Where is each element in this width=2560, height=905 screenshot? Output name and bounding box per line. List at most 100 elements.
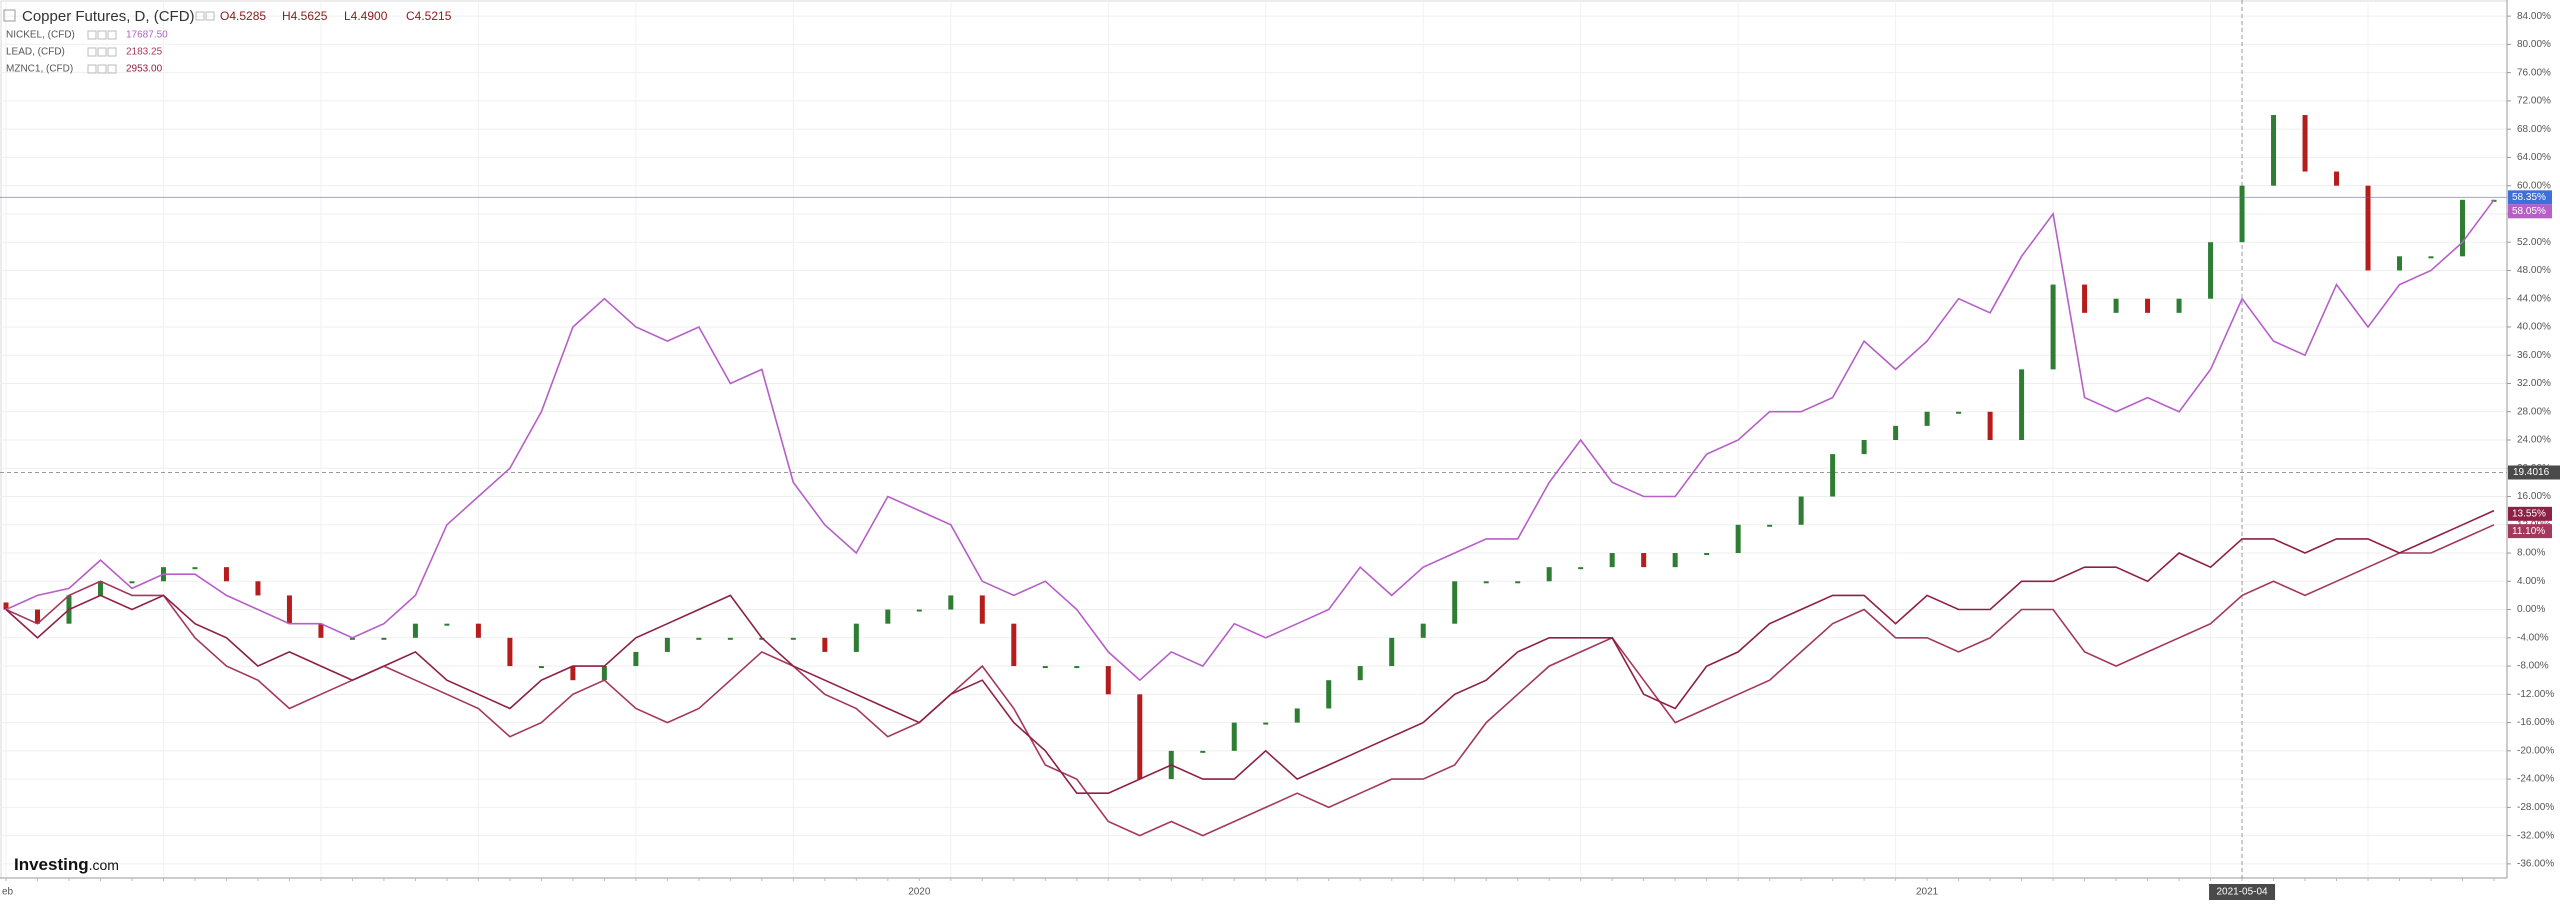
candle xyxy=(2019,369,2025,440)
candle xyxy=(2271,115,2277,186)
y-tick-label: 80.00% xyxy=(2517,39,2551,50)
candle xyxy=(1987,411,1993,440)
candle xyxy=(727,637,733,640)
y-tick-label: 48.00% xyxy=(2517,265,2551,276)
series-line xyxy=(5,199,2495,682)
candle xyxy=(1137,694,1143,780)
candle xyxy=(286,595,292,624)
legend-icon[interactable] xyxy=(97,64,107,74)
candle xyxy=(1641,553,1647,568)
candle xyxy=(2239,185,2245,243)
legend-icon[interactable] xyxy=(107,47,117,57)
grid xyxy=(1,1,2507,878)
y-tick-label: 36.00% xyxy=(2517,350,2551,361)
y-tick-label: 24.00% xyxy=(2517,435,2551,446)
candle xyxy=(192,567,198,570)
y-tick-label: 52.00% xyxy=(2517,237,2551,248)
last-value-bg xyxy=(2508,506,2552,521)
candle xyxy=(2145,298,2151,313)
y-tick-label: -4.00% xyxy=(2517,632,2549,643)
candle xyxy=(664,637,670,652)
last-value-label: 58.35% xyxy=(2512,192,2546,203)
candle xyxy=(1798,496,1804,525)
last-value-label: 13.55% xyxy=(2512,508,2546,519)
candle xyxy=(1011,623,1017,667)
candle xyxy=(1515,581,1521,584)
y-tick-label: 44.00% xyxy=(2517,293,2551,304)
candle xyxy=(696,637,702,640)
ohlc-value: H4.5625 xyxy=(282,9,328,23)
legend-icon[interactable] xyxy=(87,64,97,74)
candle xyxy=(633,651,639,667)
x-tick-label: eb xyxy=(2,887,14,898)
candle xyxy=(1042,666,1048,669)
candle xyxy=(2050,284,2056,370)
logo-suffix: .com xyxy=(89,857,119,873)
candle xyxy=(349,637,355,640)
candle xyxy=(2397,256,2403,271)
x-crosshair-label: 2021-05-04 xyxy=(2216,887,2268,898)
crosshair-label: 19.4016 xyxy=(2513,467,2550,478)
legend-icon[interactable] xyxy=(107,64,117,74)
y-tick-label: 76.00% xyxy=(2517,67,2551,78)
candle xyxy=(538,666,544,669)
candle xyxy=(1105,666,1111,695)
legend-icon[interactable] xyxy=(97,30,107,40)
legend-name: NICKEL, (CFD) xyxy=(6,30,75,41)
x-crosshair-label-bg xyxy=(2209,884,2276,900)
candle xyxy=(1956,411,1962,414)
marks xyxy=(0,0,2507,878)
candle xyxy=(979,595,985,624)
series-line xyxy=(5,524,2495,837)
candle xyxy=(1767,524,1773,527)
ohlc-value: L4.4900 xyxy=(344,9,388,23)
candle xyxy=(1452,581,1458,624)
header-icon[interactable] xyxy=(205,11,215,21)
candle xyxy=(885,609,891,624)
legend-icon[interactable] xyxy=(107,30,117,40)
legend-icon[interactable] xyxy=(87,47,97,57)
candle xyxy=(1861,440,1867,455)
candle xyxy=(2302,115,2308,172)
legend-icon[interactable] xyxy=(87,30,97,40)
candle xyxy=(1704,553,1710,556)
y-tick-label: 84.00% xyxy=(2517,11,2551,22)
candle xyxy=(97,581,103,596)
last-value-bg xyxy=(2508,190,2552,205)
candle xyxy=(223,567,229,582)
legend-value: 17687.50 xyxy=(126,30,168,41)
candle xyxy=(948,595,954,610)
collapse-icon[interactable] xyxy=(3,9,16,22)
y-tick-label: -36.00% xyxy=(2517,859,2554,870)
candle xyxy=(2208,242,2214,299)
candle xyxy=(1546,567,1552,582)
y-tick-label: 16.00% xyxy=(2517,491,2551,502)
candle xyxy=(1326,680,1332,709)
legend-icon[interactable] xyxy=(97,47,107,57)
candle xyxy=(1924,411,1930,426)
candle xyxy=(916,609,922,612)
y-tick-label: 28.00% xyxy=(2517,406,2551,417)
candle xyxy=(1389,637,1395,667)
candle xyxy=(444,623,450,626)
y-tick-label: 60.00% xyxy=(2517,180,2551,191)
candle xyxy=(412,623,418,638)
candle xyxy=(853,623,859,652)
candle xyxy=(2082,284,2088,313)
candle xyxy=(1830,454,1836,497)
y-tick-label: -12.00% xyxy=(2517,689,2554,700)
y-tick-label: -32.00% xyxy=(2517,830,2554,841)
y-tick-label: 40.00% xyxy=(2517,322,2551,333)
y-tick-label: -24.00% xyxy=(2517,774,2554,785)
candle xyxy=(475,623,481,638)
ohlc-value: C4.5215 xyxy=(406,9,452,23)
ohlc-value: O4.5285 xyxy=(220,9,266,23)
last-value-label: 58.05% xyxy=(2512,206,2546,217)
y-tick-label: -20.00% xyxy=(2517,745,2554,756)
legend-name: LEAD, (CFD) xyxy=(6,47,65,58)
header-icon[interactable] xyxy=(195,11,205,21)
candle xyxy=(2365,185,2371,271)
candle xyxy=(2428,256,2434,259)
